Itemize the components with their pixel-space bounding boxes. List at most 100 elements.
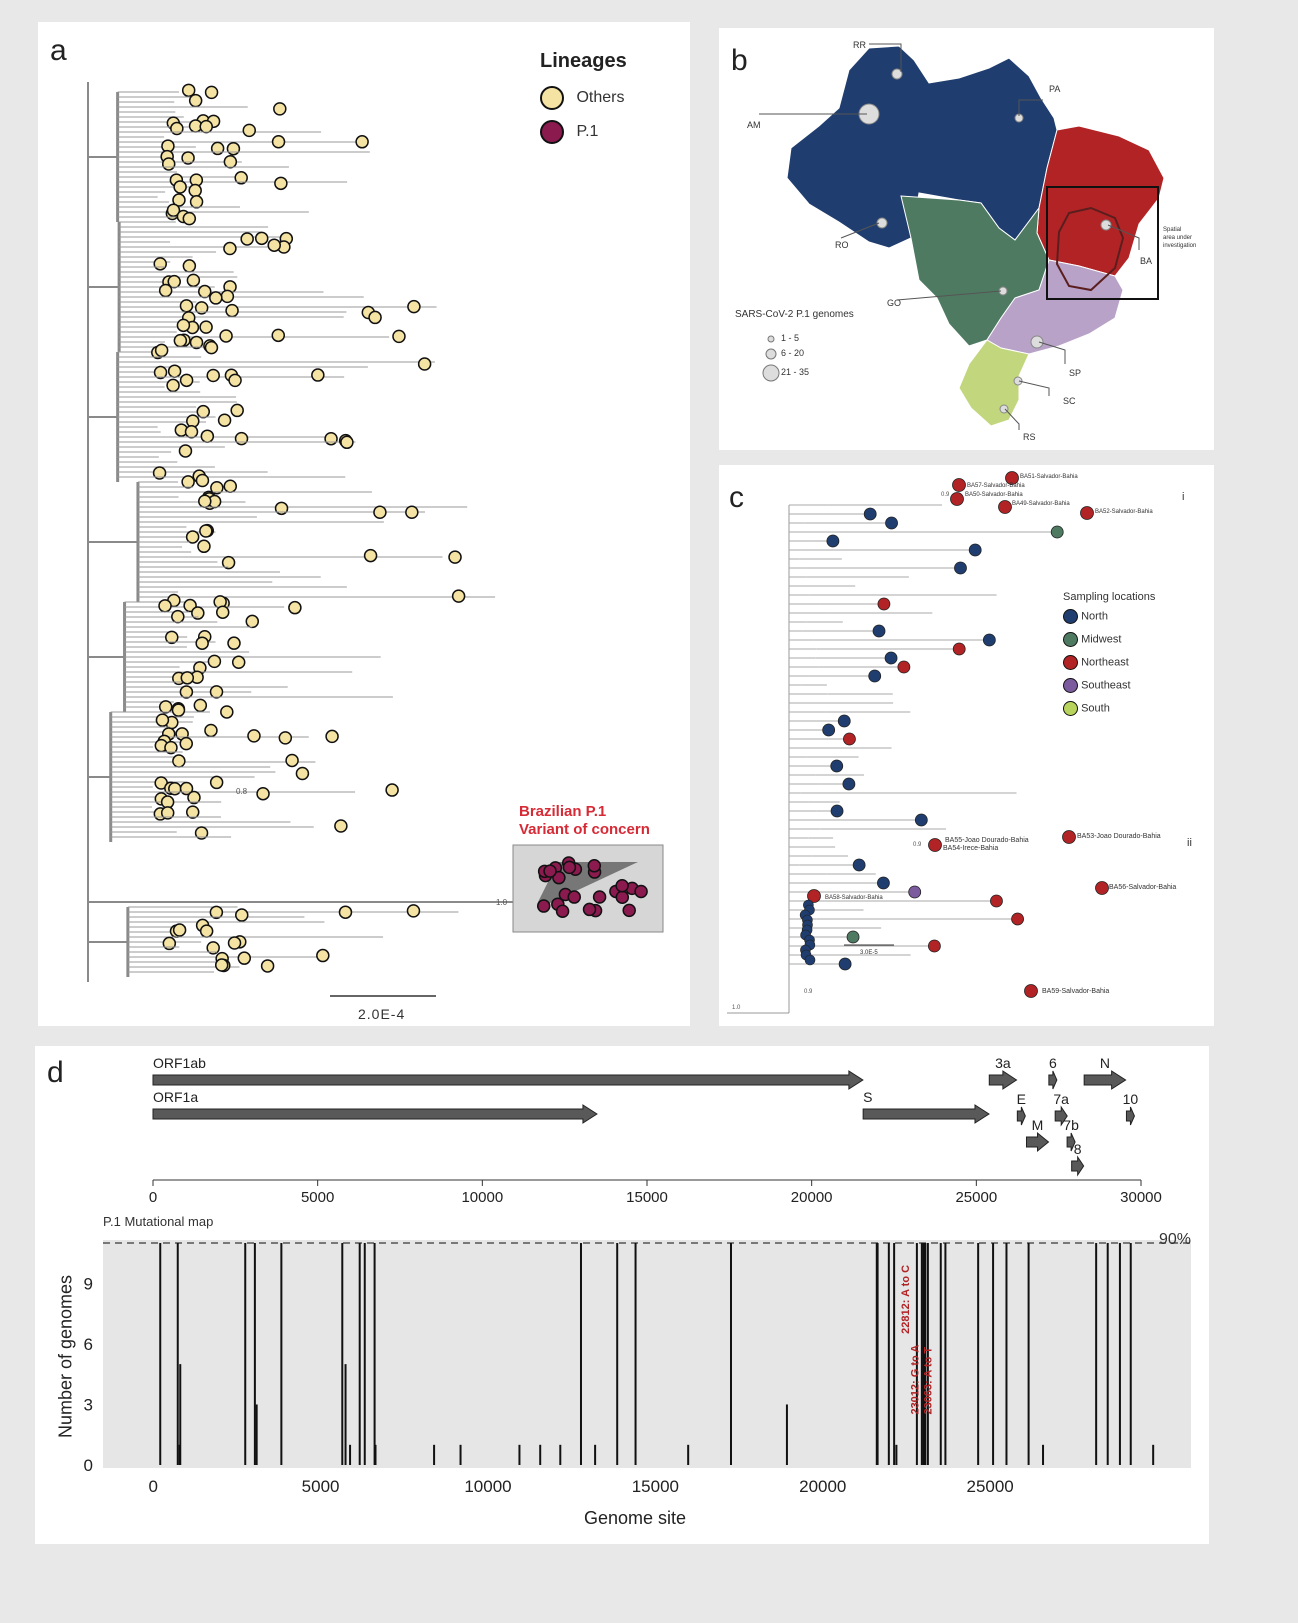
brazil-map: [759, 43, 1165, 430]
tree-a-tip-others: [195, 636, 209, 650]
tree-a-tip-others: [334, 819, 348, 833]
tree-a-tip-others: [173, 180, 187, 194]
tree-c-tip: [822, 723, 836, 737]
panel-b-letter: b: [731, 44, 748, 77]
tree-c-tip: [982, 633, 996, 647]
state-label-rr: RR: [853, 40, 866, 50]
tree-c-tip: [837, 714, 851, 728]
tree-c-tip-bahia: [1080, 506, 1094, 520]
legend-label-others: Others: [576, 89, 625, 107]
tree-a-tip-others: [189, 195, 204, 209]
tree-a-tip-others: [228, 373, 242, 388]
x-tick-label: 0: [148, 1477, 157, 1496]
tree-a-tip-others: [179, 736, 193, 751]
tree-a-tip-others: [231, 655, 246, 670]
tree-a-tip-others: [153, 365, 168, 380]
tree-a-tip-p1: [634, 884, 648, 899]
tree-a-tip-others: [325, 729, 339, 744]
tree-c-tip: [914, 813, 928, 827]
support-c-1: 0.9: [941, 492, 950, 498]
tree-a-tip-others: [187, 790, 201, 805]
gene-label-n: N: [1100, 1055, 1110, 1071]
tree-a-tip-p1: [592, 890, 607, 904]
sampling-legend-title: Sampling locations: [1063, 591, 1156, 603]
tree-a-tip-others: [172, 193, 186, 207]
tree-a-tip-others: [181, 475, 195, 489]
tree-a-tip-others: [247, 729, 261, 743]
tree-a-tip-others: [274, 501, 289, 516]
tree-a-tip-others: [278, 731, 293, 745]
tree-c-tip: [838, 957, 852, 971]
tree-a-tip-others: [448, 550, 462, 564]
tree-a-tip-others: [274, 176, 288, 191]
gene-arrow-7a: [1054, 1105, 1068, 1127]
state-label-sp: SP: [1069, 368, 1082, 378]
tree-a-tip-others: [271, 135, 286, 149]
panel-a: a Lineages Others P.1 Brazilian P.1 Vari…: [38, 22, 690, 1026]
tree-a-tip-others: [242, 123, 257, 138]
tree-c-tip: [843, 732, 856, 746]
legend-label-p1: P.1: [576, 123, 599, 141]
state-label-rs: RS: [1023, 432, 1036, 442]
tree-a-tip-others: [373, 505, 387, 519]
tree-a-tip-others: [406, 904, 421, 918]
tree-a-tip-others: [199, 524, 213, 538]
tree-a-tip-others: [171, 609, 185, 624]
tree-c-tip: [826, 534, 840, 548]
gene-label-orf1ab: ORF1ab: [153, 1055, 206, 1071]
tree-a-tip-others: [210, 481, 224, 495]
tree-a-tip-p1: [543, 864, 557, 878]
legend-item-others: Others: [540, 86, 624, 110]
tree-a-tip-others: [170, 121, 184, 136]
voc-label-line1: Brazilian P.1: [519, 803, 607, 820]
tree-a-tip-others: [417, 357, 432, 371]
tree-a-tip-others: [154, 343, 169, 358]
tree-a-tip-others: [217, 413, 232, 428]
tree-c-tip: [952, 642, 966, 656]
tree-a-tip-others: [392, 329, 406, 344]
tree-c-tip: [863, 507, 877, 521]
legend-dot-northeast: [1063, 655, 1078, 670]
gene-arrow-s: [862, 1104, 990, 1124]
tree-a-tip-others: [167, 364, 182, 378]
y-tick-label: 9: [84, 1274, 93, 1293]
tree-c-tip: [990, 894, 1003, 908]
support-c-4: 1.0: [732, 1005, 741, 1011]
tree-a-tip-others: [223, 155, 238, 169]
tree-a-tip-p1: [615, 878, 629, 893]
gene-label-e: E: [1017, 1091, 1026, 1107]
tree-a-tip-others: [189, 335, 204, 350]
tree-a-tip-others: [172, 923, 187, 937]
tree-c-tip-bahia: [1024, 984, 1038, 998]
phylogenetic-tree-a: [87, 82, 664, 997]
scale-bar-a-label: 2.0E-4: [358, 1006, 406, 1022]
tree-a-tip-others: [451, 589, 466, 603]
gene-arrow-6: [1048, 1070, 1058, 1090]
tree-a-tip-others: [194, 301, 209, 315]
legend-dot-north: [1063, 609, 1078, 624]
tree-c-tip-bahia: [1005, 471, 1019, 485]
tree-a-tip-others: [158, 599, 172, 613]
gene-label-7a: 7a: [1053, 1091, 1069, 1107]
gene-label-s: S: [863, 1089, 872, 1105]
genome-axis-tick-label: 25000: [955, 1189, 997, 1206]
panel-b: b: [719, 28, 1214, 450]
tree-c-tip-bahia: [928, 838, 942, 852]
gene-arrow-orf1a: [152, 1104, 598, 1124]
tree-a-tip-others: [179, 299, 194, 313]
y-tick-label: 6: [84, 1335, 93, 1354]
tree-a-tip-p1: [615, 890, 630, 905]
tree-a-tip-others: [179, 685, 194, 699]
tree-a-tip-others: [209, 905, 224, 920]
gene-label-8: 8: [1074, 1141, 1082, 1157]
tree-a-tip-others: [176, 318, 191, 333]
legend-label-midwest: Midwest: [1081, 633, 1122, 646]
tree-a-tip-others: [204, 340, 219, 355]
tree-a-tip-others: [162, 936, 177, 951]
tree-a-tip-others: [221, 555, 236, 570]
tree-a-tip-others: [220, 705, 234, 719]
tree-c-tip: [830, 759, 844, 773]
tree-c-tip: [884, 651, 898, 665]
scale-bar-c-label: 3.0E-5: [860, 950, 878, 956]
tree-a-tip-others: [225, 303, 239, 318]
